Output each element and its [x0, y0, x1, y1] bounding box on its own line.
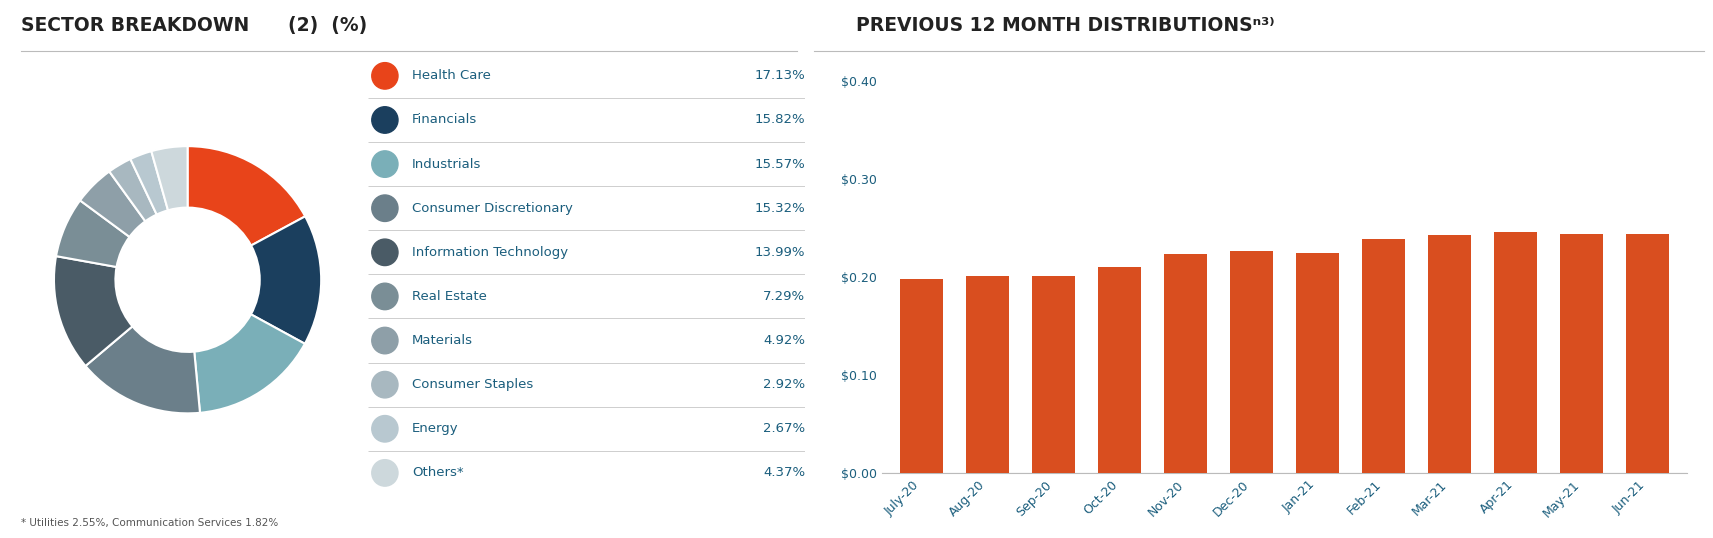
Wedge shape — [110, 159, 156, 221]
Wedge shape — [86, 327, 200, 413]
Text: Consumer Discretionary: Consumer Discretionary — [411, 202, 572, 215]
Bar — [1429, 235, 1471, 473]
Text: 7.29%: 7.29% — [762, 290, 805, 303]
Bar — [1494, 232, 1537, 473]
Text: 4.37%: 4.37% — [762, 466, 805, 479]
Wedge shape — [194, 314, 305, 413]
Circle shape — [372, 107, 397, 133]
Text: Others*: Others* — [411, 466, 464, 479]
Circle shape — [372, 151, 397, 178]
Wedge shape — [250, 216, 320, 344]
Wedge shape — [81, 172, 146, 237]
Bar — [901, 279, 944, 473]
Circle shape — [372, 371, 397, 398]
Text: PREVIOUS 12 MONTH DISTRIBUTIONSⁿ³⁾: PREVIOUS 12 MONTH DISTRIBUTIONSⁿ³⁾ — [856, 16, 1274, 35]
Bar — [1033, 276, 1076, 473]
Text: (2)  (%): (2) (%) — [288, 16, 367, 35]
Bar — [966, 276, 1009, 473]
Text: Information Technology: Information Technology — [411, 246, 569, 259]
Bar — [1098, 267, 1141, 473]
Text: 2.92%: 2.92% — [762, 378, 805, 391]
Wedge shape — [151, 146, 188, 210]
Text: 17.13%: 17.13% — [754, 69, 805, 82]
Text: 15.57%: 15.57% — [754, 158, 805, 171]
Wedge shape — [187, 146, 305, 245]
Text: 13.99%: 13.99% — [755, 246, 805, 259]
Text: * Utilities 2.55%, Communication Services 1.82%: * Utilities 2.55%, Communication Service… — [21, 518, 278, 528]
Text: Energy: Energy — [411, 422, 459, 435]
Bar — [1561, 234, 1603, 473]
Text: 15.32%: 15.32% — [754, 202, 805, 215]
Circle shape — [372, 415, 397, 442]
Wedge shape — [55, 256, 132, 366]
Bar — [1626, 234, 1668, 473]
Text: Financials: Financials — [411, 114, 478, 126]
Circle shape — [372, 62, 397, 89]
Bar — [1165, 254, 1208, 473]
Text: 4.92%: 4.92% — [762, 334, 805, 347]
Text: Consumer Staples: Consumer Staples — [411, 378, 533, 391]
Circle shape — [372, 459, 397, 486]
Circle shape — [372, 327, 397, 354]
Text: Real Estate: Real Estate — [411, 290, 486, 303]
Bar — [1297, 253, 1340, 473]
Circle shape — [372, 239, 397, 266]
Text: Materials: Materials — [411, 334, 473, 347]
Bar — [1362, 239, 1405, 473]
Circle shape — [372, 283, 397, 310]
Circle shape — [372, 195, 397, 222]
Text: 15.82%: 15.82% — [754, 114, 805, 126]
Text: Health Care: Health Care — [411, 69, 492, 82]
Text: 2.67%: 2.67% — [762, 422, 805, 435]
Wedge shape — [130, 151, 168, 215]
Text: SECTOR BREAKDOWN: SECTOR BREAKDOWN — [21, 16, 248, 35]
Wedge shape — [57, 201, 130, 267]
Text: Industrials: Industrials — [411, 158, 481, 171]
Bar — [1230, 251, 1273, 473]
